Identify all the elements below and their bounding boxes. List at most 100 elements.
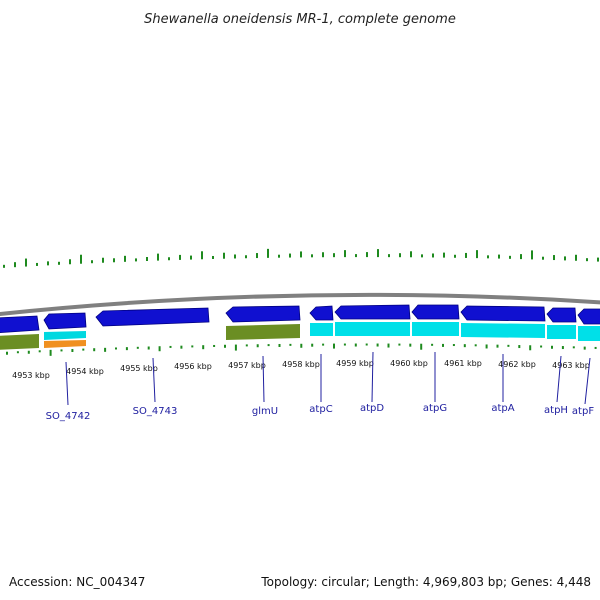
cyan-feature[interactable] — [461, 323, 545, 338]
gc-tick — [102, 257, 104, 263]
gc-tick — [135, 258, 137, 262]
gc-tick — [234, 254, 236, 259]
gene-label-atpg[interactable]: atpG — [423, 403, 447, 414]
gene-label-atph[interactable]: atpH — [544, 405, 568, 416]
gc-tick — [410, 251, 412, 258]
gc-tick — [6, 351, 8, 355]
gc-tick — [377, 249, 379, 258]
gc-tick — [496, 344, 499, 348]
gc-tick — [113, 258, 115, 263]
gc-tick — [136, 346, 139, 349]
cyan-feature[interactable] — [310, 323, 333, 336]
gc-tick — [540, 345, 543, 348]
gc-tick — [16, 351, 19, 354]
gene-label-atpf[interactable]: atpF — [572, 406, 594, 417]
gc-tick — [454, 254, 456, 258]
gene-arrow-atpa[interactable] — [460, 305, 546, 322]
cyan-feature[interactable] — [335, 322, 410, 336]
gc-tick — [509, 255, 511, 259]
gene-labels — [65, 351, 591, 406]
gc-tick — [431, 343, 434, 346]
gene-arrow-atpg[interactable] — [411, 304, 460, 320]
gc-tick — [224, 344, 226, 348]
kbp-tick-label: 4954 kbp — [66, 367, 104, 376]
gc-tick — [311, 343, 314, 347]
gc-tick — [518, 345, 521, 349]
gc-tick — [531, 250, 533, 260]
gc-tick — [387, 343, 390, 348]
gene-arrow-glmu[interactable] — [225, 305, 301, 323]
gc-tick — [553, 255, 555, 261]
gc-tick — [179, 254, 181, 260]
gc-tick — [322, 343, 325, 346]
gc-tick — [344, 250, 346, 258]
kbp-tick-label: 4955 kbp — [120, 364, 158, 373]
gc-tick — [452, 344, 455, 347]
cyan-feature[interactable] — [578, 326, 600, 341]
olive-feature-glmu[interactable] — [226, 324, 300, 340]
kbp-tick-label: 4956 kbp — [174, 362, 212, 371]
gc-tick — [388, 254, 390, 258]
gene-arrow-atpc[interactable] — [309, 305, 334, 321]
gene-arrow-atph[interactable] — [546, 307, 577, 323]
gc-tick — [202, 345, 205, 350]
gene-label-atpd[interactable]: atpD — [360, 403, 384, 414]
gc-tick — [191, 345, 194, 348]
gc-tick — [91, 260, 93, 264]
gc-tick — [551, 345, 553, 349]
gene-arrow-atpf[interactable] — [577, 308, 600, 325]
gc-tick — [69, 259, 71, 265]
gene-label-so4742[interactable]: SO_4742 — [46, 411, 91, 422]
gc-tick — [256, 253, 258, 259]
gc-tick — [278, 343, 281, 347]
gc-tick — [27, 350, 30, 354]
gc-tick — [80, 254, 82, 264]
gc-tick — [487, 255, 489, 259]
map-title: Shewanella oneidensis MR-1, complete gen… — [144, 12, 456, 27]
gc-tick — [157, 253, 159, 261]
accession-text: Accession: NC_004347 — [9, 575, 145, 589]
gc-tick — [485, 344, 488, 349]
gc-tick — [463, 344, 466, 348]
gc-tick — [420, 343, 423, 350]
kbp-tick-label: 4963 kbp — [552, 361, 590, 370]
orange-feature[interactable] — [44, 340, 86, 348]
gc-tick — [594, 346, 597, 349]
cyan-feature[interactable] — [412, 322, 459, 336]
gene-arrow-atpd[interactable] — [334, 304, 411, 320]
gc-tick — [223, 252, 225, 259]
gc-tick — [474, 344, 477, 347]
gc-tick — [465, 252, 467, 258]
gc-tick — [201, 251, 203, 260]
gc-tick — [376, 343, 379, 347]
gene-label-atpc[interactable]: atpC — [309, 404, 332, 415]
gc-tick — [289, 253, 291, 258]
kbp-tick-label: 4959 kbp — [336, 359, 374, 368]
gc-tick — [125, 347, 128, 351]
kbp-tick-label: 4960 kbp — [390, 359, 428, 368]
kbp-tick-label: 4962 kbp — [498, 360, 536, 369]
gc-tick — [213, 344, 216, 347]
gc-tick — [278, 254, 280, 258]
gc-tick — [245, 344, 248, 347]
gc-tick — [49, 349, 52, 356]
cyan-feature[interactable] — [547, 325, 576, 339]
gene-arrow-so4743[interactable] — [95, 307, 210, 327]
gene-arrow-so4742[interactable] — [43, 312, 87, 330]
gc-tick — [333, 253, 335, 258]
olive-feature[interactable] — [0, 334, 39, 350]
gene-label-atpa[interactable]: atpA — [491, 403, 514, 414]
gc-content-track — [6, 343, 597, 356]
gc-tick — [212, 255, 214, 259]
gc-tick — [572, 346, 575, 349]
gc-tick — [146, 256, 148, 261]
gene-arrow[interactable] — [0, 315, 40, 334]
cyan-feature[interactable] — [44, 331, 86, 340]
gene-label-so4743[interactable]: SO_4743 — [133, 406, 178, 417]
gc-tick — [58, 261, 60, 265]
gene-label-glmu[interactable]: glmU — [252, 406, 278, 417]
gc-tick — [476, 250, 478, 259]
kbp-tick-label: 4961 kbp — [444, 359, 482, 368]
gc-tick — [82, 348, 85, 351]
kbp-tick-label: 4953 kbp — [12, 371, 50, 380]
